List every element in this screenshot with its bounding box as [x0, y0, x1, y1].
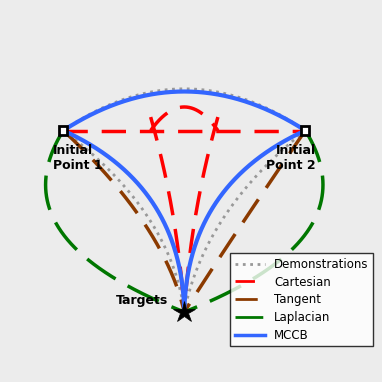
FancyBboxPatch shape: [301, 126, 309, 134]
FancyBboxPatch shape: [59, 126, 67, 134]
Text: Initial
Point 2: Initial Point 2: [266, 144, 316, 172]
Legend: Demonstrations, Cartesian, Tangent, Laplacian, MCCB: Demonstrations, Cartesian, Tangent, Lapl…: [230, 253, 373, 346]
Text: Targets: Targets: [116, 294, 168, 307]
Text: Initial
Point 1: Initial Point 1: [52, 144, 102, 172]
